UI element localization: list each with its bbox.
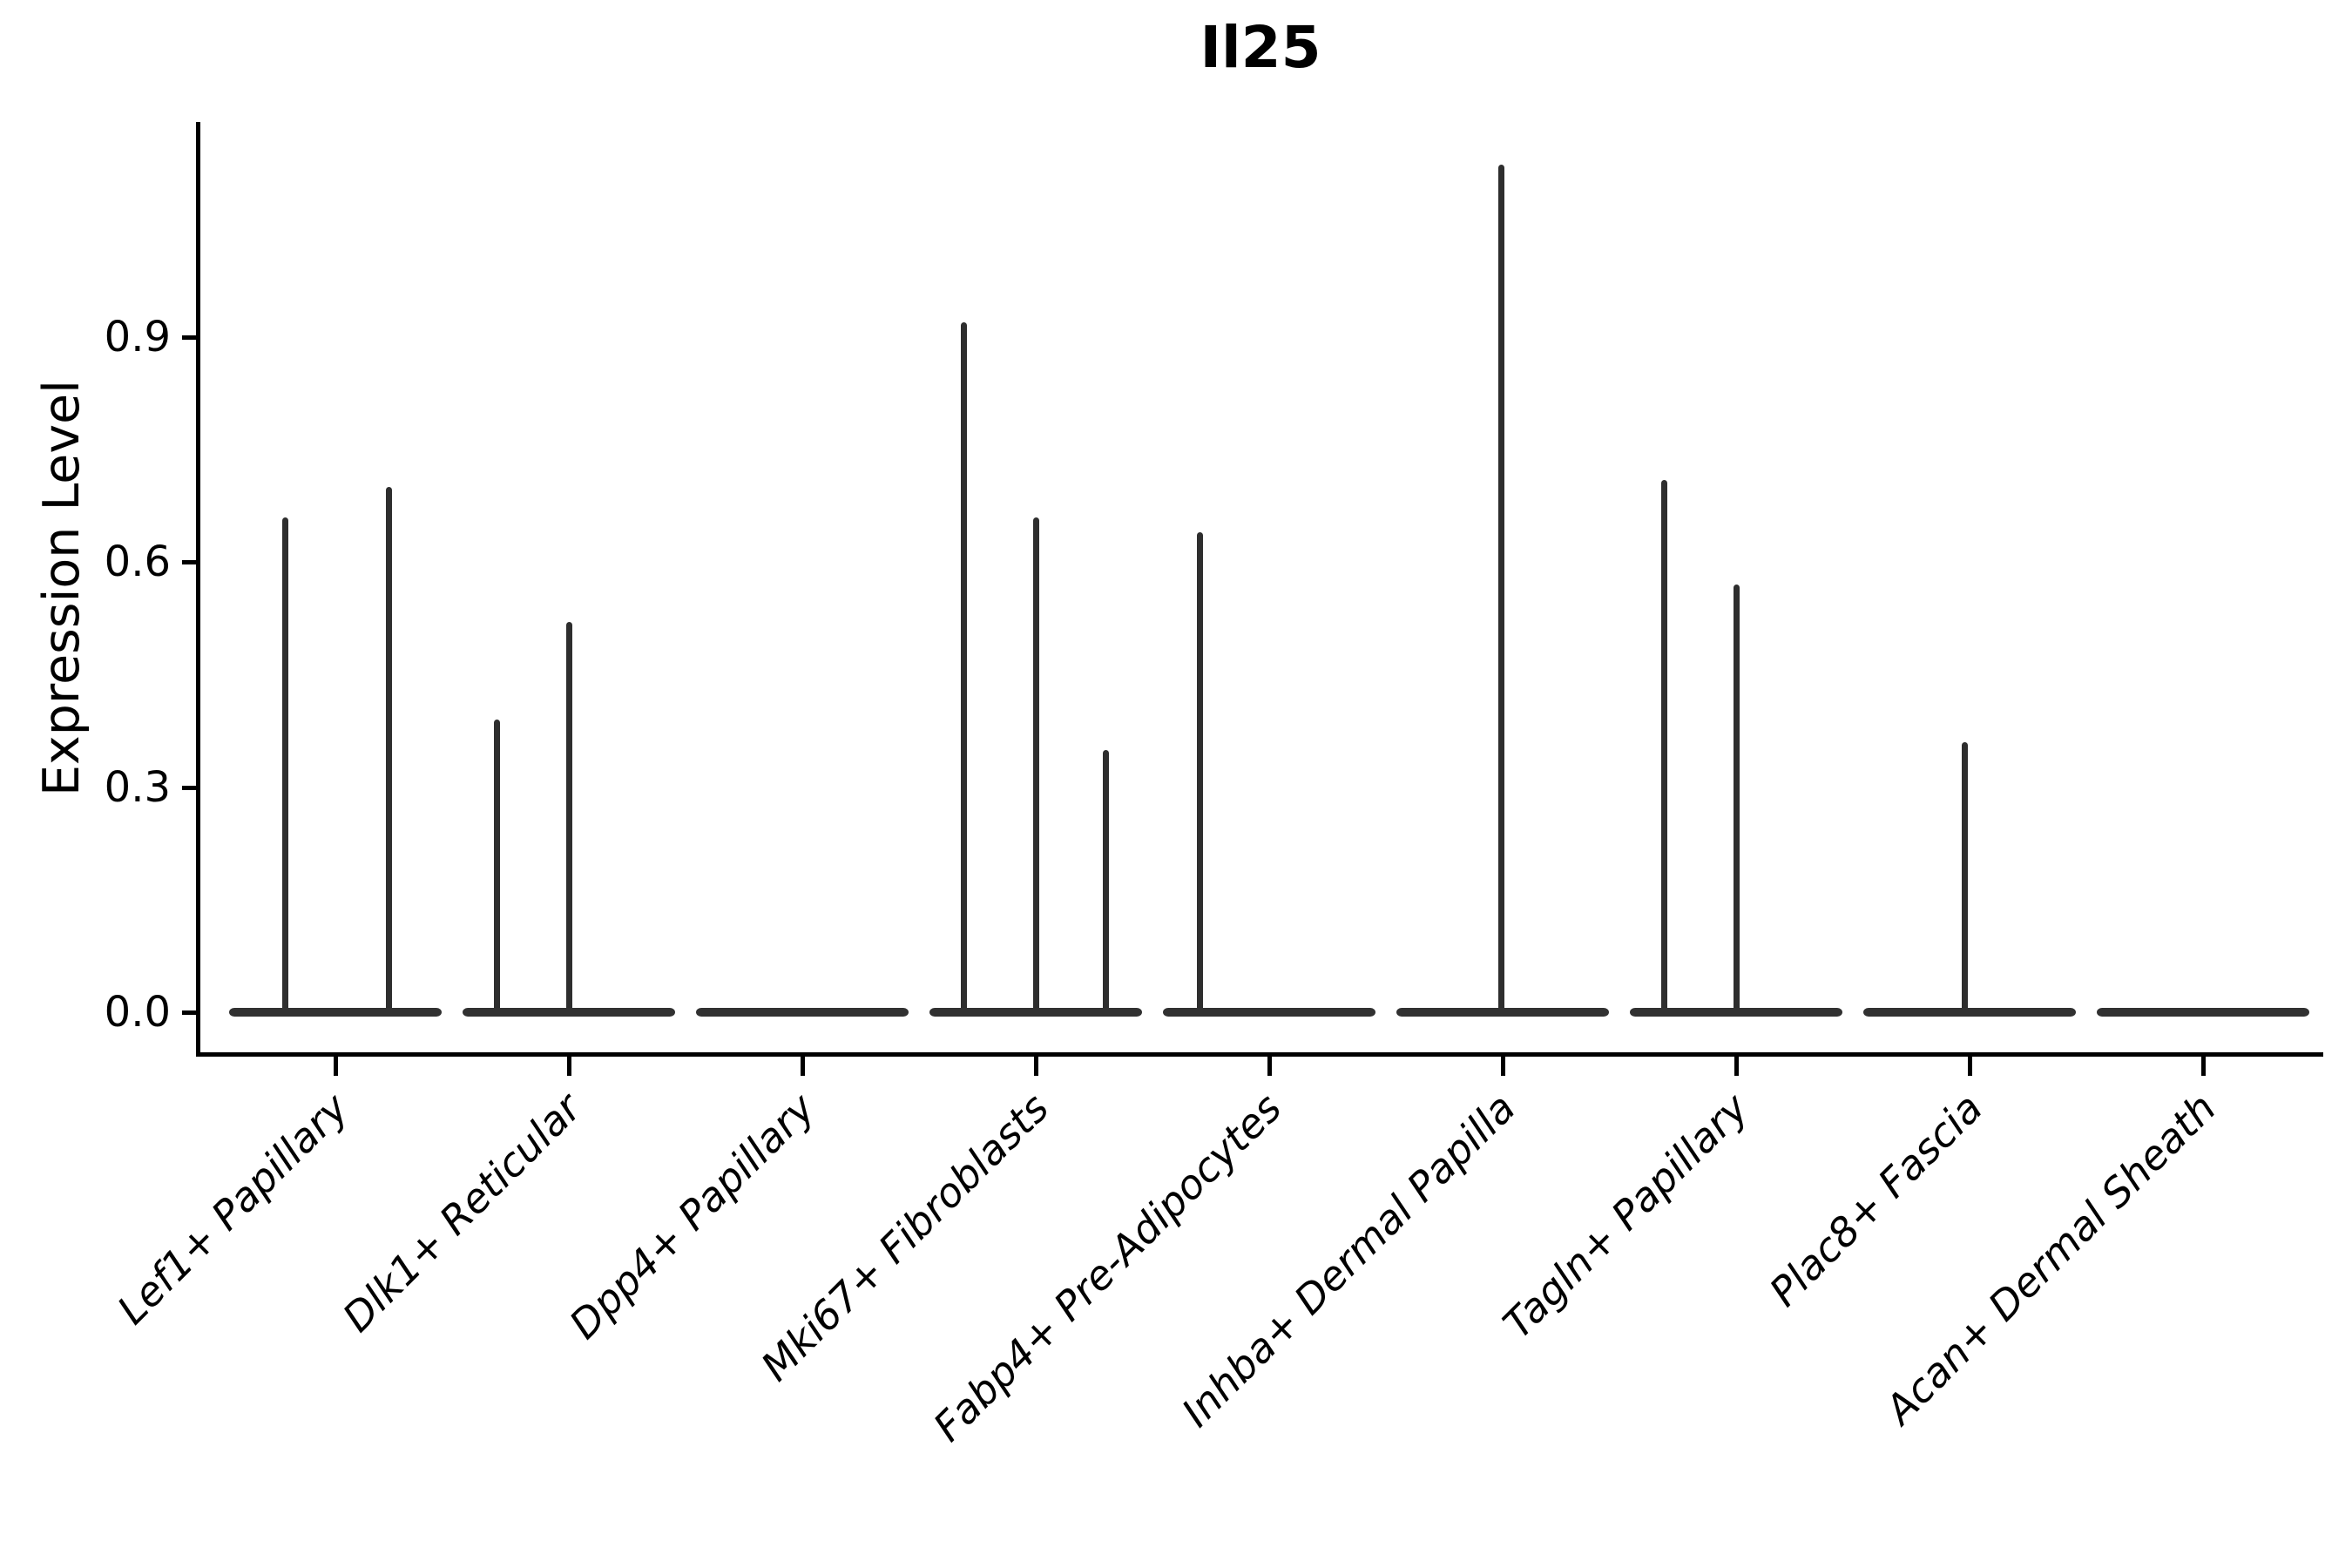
x-tick-label: Lef1+ Papillary: [107, 1084, 357, 1334]
violin-spike: [1733, 585, 1740, 1017]
x-tick-mark: [2201, 1057, 2206, 1076]
violin-base: [696, 1008, 909, 1017]
chart-title: Il25: [1200, 14, 1321, 81]
violin-spike: [1103, 749, 1110, 1017]
violin-base: [1863, 1008, 2076, 1017]
y-tick-mark: [182, 335, 196, 341]
x-tick-label: Dlk1+ Reticular: [334, 1084, 591, 1342]
x-tick-mark: [1034, 1057, 1038, 1076]
violin-spike: [961, 321, 968, 1017]
y-axis-title: Expression Level: [33, 380, 91, 796]
y-axis-line: [196, 122, 200, 1054]
y-tick-mark: [182, 785, 196, 790]
violin-spike: [1661, 479, 1668, 1017]
x-tick-mark: [1501, 1057, 1505, 1076]
violin-spike: [1032, 517, 1039, 1017]
violin-base: [2097, 1008, 2309, 1017]
x-tick-label: Plac8+ Fascia: [1760, 1084, 1991, 1315]
y-tick-label: 0.6: [104, 537, 171, 587]
x-tick-mark: [334, 1057, 338, 1076]
violin-spike: [385, 487, 392, 1017]
violin-base: [463, 1008, 675, 1017]
violin-spike: [1961, 742, 1968, 1017]
x-tick-mark: [801, 1057, 805, 1076]
violin-base: [1630, 1008, 1842, 1017]
y-tick-label: 0.3: [104, 762, 171, 812]
y-tick-label: 0.0: [104, 988, 171, 1037]
x-tick-mark: [1734, 1057, 1739, 1076]
x-tick-label: Dpp4+ Papillary: [560, 1084, 824, 1348]
violin-spike: [565, 622, 572, 1017]
violin-spike: [281, 517, 288, 1017]
violin-base: [929, 1008, 1142, 1017]
violin-base: [229, 1008, 442, 1017]
y-tick-mark: [182, 560, 196, 565]
x-tick-mark: [1267, 1057, 1272, 1076]
x-tick-mark: [567, 1057, 571, 1076]
y-tick-label: 0.9: [104, 313, 171, 362]
x-tick-mark: [1968, 1057, 1972, 1076]
violin-base: [1163, 1008, 1375, 1017]
violin-base: [1396, 1008, 1609, 1017]
violin-spike: [1497, 165, 1504, 1017]
y-tick-mark: [182, 1010, 196, 1015]
violin-spike: [1196, 531, 1203, 1017]
x-tick-label: Tagln+ Papillary: [1494, 1084, 1758, 1348]
x-axis-line: [196, 1052, 2323, 1057]
violin-spike: [494, 720, 501, 1017]
